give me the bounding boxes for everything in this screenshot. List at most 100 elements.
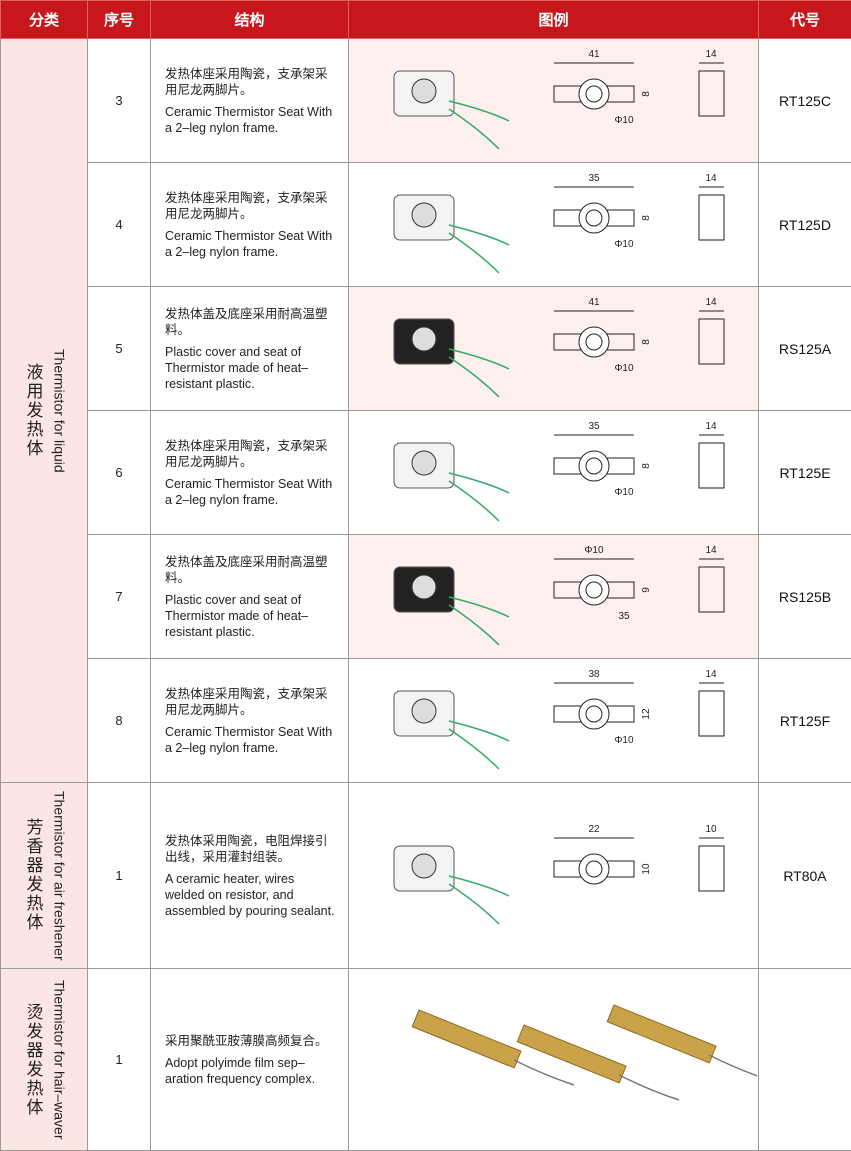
table-row: 芳香器发热体 Thermistor for air freshener 1 发热体采用… bbox=[0, 782, 851, 969]
figure: 35 14 8 Φ10 bbox=[393, 421, 725, 522]
dimension-label: 14 bbox=[705, 173, 717, 184]
description: 采用聚酰亚胺薄膜高频复合。 Adopt polyimde film sep–ara… bbox=[150, 968, 349, 1151]
figure-cell: 35 14 8 Φ10 bbox=[348, 410, 759, 535]
category-en: Thermistor for liquid bbox=[51, 348, 68, 473]
photo-wires bbox=[448, 595, 510, 646]
photo-ring bbox=[411, 853, 437, 878]
front-hole bbox=[585, 860, 603, 877]
figure-cell: 41 14 8 Φ10 bbox=[348, 38, 759, 163]
header-cell: 结构 bbox=[150, 0, 349, 39]
desc-cn: 发热体座采用陶瓷，支承架采用尼龙两脚片。 bbox=[165, 438, 328, 469]
dimension-label: Φ10 bbox=[614, 239, 634, 250]
front-ring bbox=[578, 202, 610, 233]
description: 发热体盖及底座采用耐高温塑料。 Plastic cover and seat of… bbox=[150, 534, 349, 659]
product-code: RT125E bbox=[758, 410, 851, 535]
heater-wires bbox=[618, 1073, 680, 1101]
description: 发热体座采用陶瓷，支承架采用尼龙两脚片。 Ceramic Thermistor S… bbox=[150, 38, 349, 163]
desc-en: Ceramic Thermistor Seat With a 2–leg nyl… bbox=[165, 476, 333, 507]
desc-cn: 发热体采用陶瓷，电阻焊接引出线，采用灌封组装。 bbox=[165, 833, 328, 864]
dimension-label: 22 bbox=[588, 824, 600, 835]
dimension-label: 35 bbox=[618, 611, 630, 622]
description: 发热体盖及底座采用耐高温塑料。 Plastic cover and seat of… bbox=[150, 286, 349, 411]
desc-cn: 发热体座采用陶瓷，支承架采用尼龙两脚片。 bbox=[165, 686, 328, 717]
table-row: 5 发热体盖及底座采用耐高温塑料。 Plastic cover and seat o… bbox=[1, 286, 851, 411]
photo-ring bbox=[411, 450, 437, 475]
desc-en: Ceramic Thermistor Seat With a 2–leg nyl… bbox=[165, 228, 333, 259]
heater-wires bbox=[708, 1053, 757, 1077]
side-view bbox=[698, 194, 725, 240]
figure-cell: 35 14 8 Φ10 bbox=[348, 162, 759, 287]
heater-wires bbox=[513, 1058, 575, 1086]
dimension-label: 14 bbox=[705, 297, 717, 308]
product-code: RT125C bbox=[758, 38, 851, 163]
heater-strip bbox=[516, 1023, 627, 1084]
side-view bbox=[698, 566, 725, 612]
category-cn: 烫发器发热体 bbox=[23, 1002, 43, 1117]
table-row: 烫发器发热体 Thermistor for hair–waver 1 采用聚酰亚胺薄膜… bbox=[0, 968, 851, 1151]
table-row: 4 发热体座采用陶瓷，支承架采用尼龙两脚片。 Ceramic Thermistor … bbox=[1, 162, 851, 287]
figure bbox=[411, 1003, 757, 1101]
front-hole bbox=[585, 209, 603, 226]
dimension-label: 41 bbox=[588, 49, 600, 60]
front-ring bbox=[578, 698, 610, 729]
figure: Φ10 14 9 35 bbox=[393, 545, 725, 646]
category-cell: 液用发热体 Thermistor for liquid bbox=[0, 38, 88, 783]
side-view bbox=[698, 70, 725, 116]
row-number: 4 bbox=[87, 162, 151, 287]
row-number: 8 bbox=[87, 658, 151, 783]
header-cell: 分类 bbox=[0, 0, 88, 39]
category-label: 芳香器发热体 Thermistor for air freshener bbox=[1, 791, 87, 961]
desc-cn: 发热体盖及底座采用耐高温塑料。 bbox=[165, 306, 328, 337]
dimension-label: 8 bbox=[641, 338, 652, 344]
photo-ring bbox=[411, 78, 437, 103]
side-view bbox=[698, 318, 725, 364]
row-number: 3 bbox=[87, 38, 151, 163]
category-cn: 芳香器发热体 bbox=[23, 818, 43, 933]
header-cell: 序号 bbox=[87, 0, 151, 39]
photo-ring bbox=[411, 698, 437, 723]
front-hole bbox=[585, 581, 603, 598]
category-cn: 液用发热体 bbox=[23, 362, 43, 458]
dimension-label: 35 bbox=[588, 421, 600, 432]
dimension-label: Φ10 bbox=[614, 735, 634, 746]
description: 发热体座采用陶瓷，支承架采用尼龙两脚片。 Ceramic Thermistor S… bbox=[150, 410, 349, 535]
description: 发热体采用陶瓷，电阻焊接引出线，采用灌封组装。 A ceramic heater,… bbox=[150, 782, 349, 969]
description: 发热体座采用陶瓷，支承架采用尼龙两脚片。 Ceramic Thermistor S… bbox=[150, 658, 349, 783]
heater-strip bbox=[411, 1008, 522, 1069]
desc-en: Plastic cover and seat of Thermistor mad… bbox=[165, 344, 309, 391]
product-code: RT125F bbox=[758, 658, 851, 783]
desc-en: Adopt polyimde film sep–aration frequenc… bbox=[165, 1055, 316, 1086]
front-ring bbox=[578, 853, 610, 884]
header-row: 分类 序号 结构 图例 代号 bbox=[0, 0, 851, 39]
photo-ring bbox=[411, 574, 437, 599]
product-code: RS125A bbox=[758, 286, 851, 411]
photo-wires bbox=[448, 719, 510, 770]
dimension-label: 10 bbox=[641, 863, 652, 875]
header-cell: 图例 bbox=[348, 0, 759, 39]
dimension-label: 8 bbox=[641, 214, 652, 220]
desc-en: Plastic cover and seat of Thermistor mad… bbox=[165, 592, 309, 639]
figure: 22 10 10 bbox=[393, 824, 725, 925]
category-cell: 烫发器发热体 Thermistor for hair–waver bbox=[0, 968, 88, 1151]
category-en: Thermistor for hair–waver bbox=[51, 979, 68, 1140]
dimension-label: 14 bbox=[705, 49, 717, 60]
front-hole bbox=[585, 333, 603, 350]
row-number: 1 bbox=[87, 782, 151, 969]
side-view bbox=[698, 845, 725, 891]
product-code bbox=[758, 968, 851, 1151]
heater-strip bbox=[606, 1003, 717, 1064]
dimension-label: 14 bbox=[705, 421, 717, 432]
figure: 41 14 8 Φ10 bbox=[393, 297, 725, 398]
desc-en: A ceramic heater, wires welded on resist… bbox=[165, 871, 335, 918]
table-row: 6 发热体座采用陶瓷，支承架采用尼龙两脚片。 Ceramic Thermistor … bbox=[1, 410, 851, 535]
category-label: 烫发器发热体 Thermistor for hair–waver bbox=[1, 980, 87, 1140]
row-number: 7 bbox=[87, 534, 151, 659]
photo-wires bbox=[448, 347, 510, 398]
figure: 41 14 8 Φ10 bbox=[393, 49, 725, 150]
front-ring bbox=[578, 326, 610, 357]
photo-wires bbox=[448, 99, 510, 150]
table-row: 液用发热体 Thermistor for liquid 3 发热体座采用陶瓷，支承架采… bbox=[0, 38, 851, 783]
dimension-label: 8 bbox=[641, 462, 652, 468]
desc-en: Ceramic Thermistor Seat With a 2–leg nyl… bbox=[165, 724, 333, 755]
